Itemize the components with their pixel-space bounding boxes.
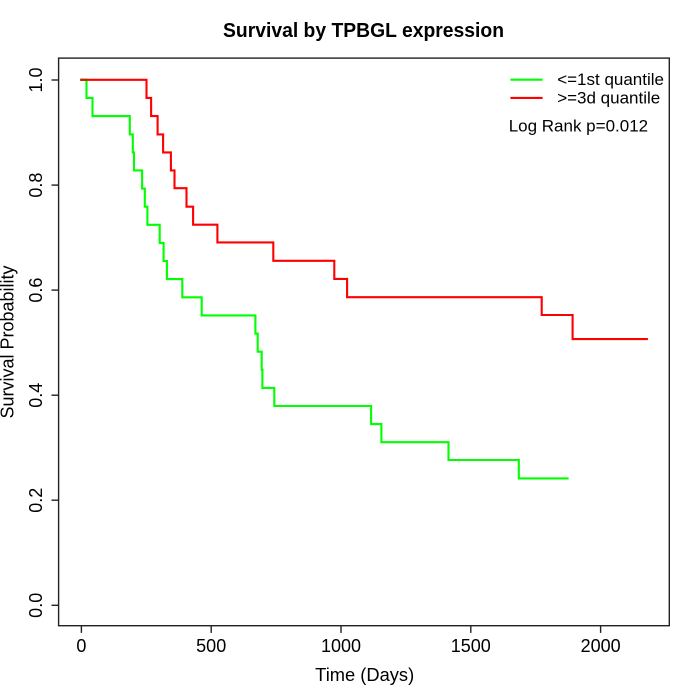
svg-text:1000: 1000 — [321, 636, 361, 656]
svg-text:0.4: 0.4 — [26, 383, 46, 408]
svg-text:<=1st quantile: <=1st quantile — [557, 70, 664, 89]
svg-text:2000: 2000 — [581, 636, 621, 656]
svg-text:Log Rank p=0.012: Log Rank p=0.012 — [509, 117, 648, 136]
svg-text:1.0: 1.0 — [26, 67, 46, 92]
svg-text:0: 0 — [76, 636, 86, 656]
svg-text:1500: 1500 — [451, 636, 491, 656]
svg-text:0.2: 0.2 — [26, 488, 46, 513]
svg-text:>=3d quantile: >=3d quantile — [557, 88, 660, 107]
svg-text:0.8: 0.8 — [26, 173, 46, 198]
svg-text:0.6: 0.6 — [26, 278, 46, 303]
svg-text:Survival Probability: Survival Probability — [0, 266, 18, 419]
svg-text:Time (Days): Time (Days) — [315, 665, 414, 685]
svg-text:0.0: 0.0 — [26, 593, 46, 618]
svg-text:500: 500 — [196, 636, 226, 656]
svg-text:Survival by TPBGL expression: Survival by TPBGL expression — [223, 19, 504, 42]
